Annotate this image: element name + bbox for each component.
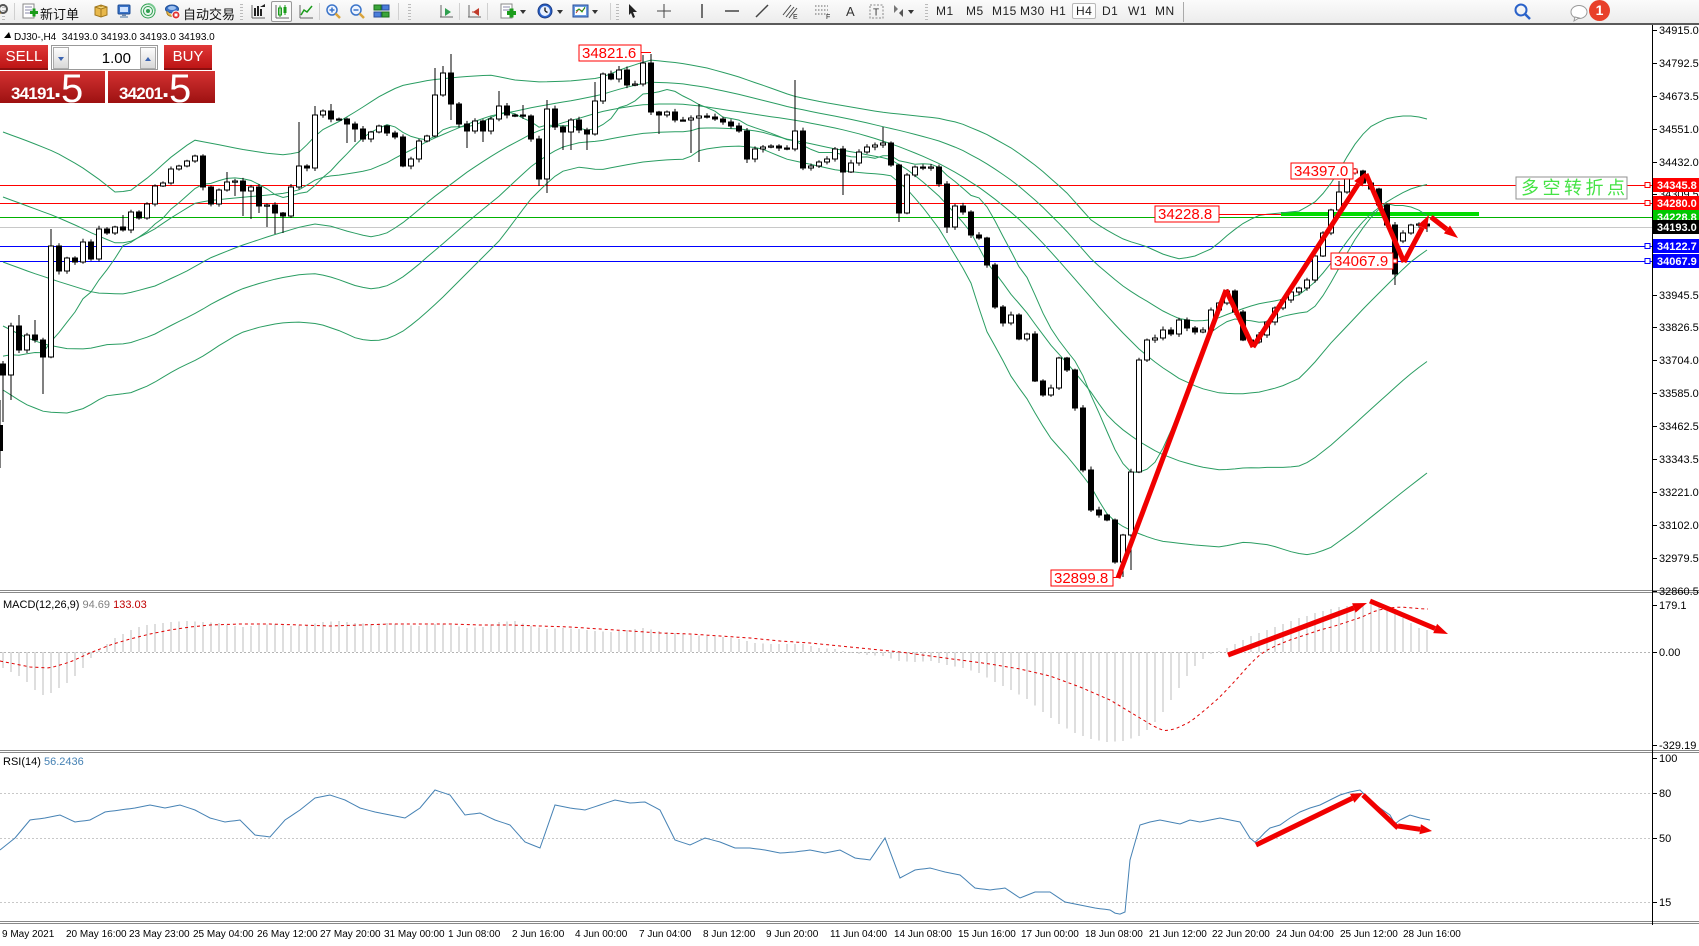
svg-text:34397.0: 34397.0 [1294, 163, 1348, 180]
svg-text:80: 80 [1659, 788, 1671, 800]
svg-text:11 Jun 04:00: 11 Jun 04:00 [830, 929, 888, 940]
svg-text:32860.5: 32860.5 [1659, 586, 1699, 598]
svg-text:100: 100 [1659, 753, 1677, 765]
svg-text:33704.0: 33704.0 [1659, 355, 1699, 367]
svg-text:34067.9: 34067.9 [1657, 256, 1697, 268]
svg-text:9 Jun 20:00: 9 Jun 20:00 [766, 929, 819, 940]
svg-text:34193.0: 34193.0 [1657, 222, 1697, 234]
svg-text:RSI(14) 56.2436: RSI(14) 56.2436 [3, 756, 84, 768]
svg-text:33221.0: 33221.0 [1659, 487, 1699, 499]
svg-text:25 Jun 12:00: 25 Jun 12:00 [1340, 929, 1398, 940]
svg-text:34280.0: 34280.0 [1657, 198, 1697, 210]
svg-text:21 Jun 12:00: 21 Jun 12:00 [1149, 929, 1207, 940]
svg-text:4 Jun 00:00: 4 Jun 00:00 [575, 929, 628, 940]
svg-text:15 Jun 16:00: 15 Jun 16:00 [958, 929, 1016, 940]
svg-text:24 Jun 04:00: 24 Jun 04:00 [1276, 929, 1334, 940]
svg-text:2 Jun 16:00: 2 Jun 16:00 [512, 929, 565, 940]
svg-text:25 May 04:00: 25 May 04:00 [193, 929, 254, 940]
svg-text:34345.8: 34345.8 [1657, 180, 1697, 192]
svg-text:33945.5: 33945.5 [1659, 290, 1699, 302]
svg-text:20 May 16:00: 20 May 16:00 [66, 929, 127, 940]
svg-text:32899.8: 32899.8 [1054, 570, 1108, 587]
svg-text:F: F [826, 14, 830, 20]
svg-text:31 May 00:00: 31 May 00:00 [384, 929, 445, 940]
svg-text:34821.6: 34821.6 [582, 45, 636, 62]
svg-text:34228.8: 34228.8 [1158, 206, 1212, 223]
svg-text:多空转折点: 多空转折点 [1521, 178, 1629, 198]
svg-text:179.1: 179.1 [1659, 600, 1687, 612]
svg-text:34067.9: 34067.9 [1334, 253, 1388, 270]
svg-text:33102.0: 33102.0 [1659, 520, 1699, 532]
svg-text:9 May 2021: 9 May 2021 [2, 929, 55, 940]
svg-text:DJ30-,H4 34193.0 34193.0 3419: DJ30-,H4 34193.0 34193.0 34193.0 34193.0 [14, 32, 215, 43]
svg-text:50: 50 [1659, 833, 1671, 845]
svg-text:E: E [793, 14, 798, 20]
svg-text:33343.5: 33343.5 [1659, 454, 1699, 466]
svg-text:34122.7: 34122.7 [1657, 241, 1697, 253]
svg-text:7 Jun 04:00: 7 Jun 04:00 [639, 929, 692, 940]
svg-text:0.00: 0.00 [1659, 647, 1680, 659]
svg-text:33462.5: 33462.5 [1659, 421, 1699, 433]
svg-text:1 Jun 08:00: 1 Jun 08:00 [448, 929, 501, 940]
svg-text:T: T [873, 8, 879, 19]
svg-text:34915.0: 34915.0 [1659, 25, 1699, 37]
svg-text:15: 15 [1659, 897, 1671, 909]
svg-text:34432.0: 34432.0 [1659, 157, 1699, 169]
svg-text:33585.0: 33585.0 [1659, 388, 1699, 400]
svg-text:27 May 20:00: 27 May 20:00 [320, 929, 381, 940]
svg-text:8 Jun 12:00: 8 Jun 12:00 [703, 929, 756, 940]
svg-text:18 Jun 08:00: 18 Jun 08:00 [1085, 929, 1143, 940]
svg-text:MACD(12,26,9) 94.69 133.03: MACD(12,26,9) 94.69 133.03 [3, 599, 147, 611]
svg-text:14 Jun 08:00: 14 Jun 08:00 [894, 929, 952, 940]
svg-text:34673.5: 34673.5 [1659, 91, 1699, 103]
svg-text:22 Jun 20:00: 22 Jun 20:00 [1212, 929, 1270, 940]
svg-text:17 Jun 00:00: 17 Jun 00:00 [1021, 929, 1079, 940]
svg-text:32979.5: 32979.5 [1659, 553, 1699, 565]
svg-text:-329.19: -329.19 [1659, 740, 1696, 752]
svg-text:28 Jun 16:00: 28 Jun 16:00 [1403, 929, 1461, 940]
svg-text:34551.0: 34551.0 [1659, 124, 1699, 136]
svg-text:23 May 23:00: 23 May 23:00 [129, 929, 190, 940]
svg-text:26 May 12:00: 26 May 12:00 [257, 929, 318, 940]
svg-text:34792.5: 34792.5 [1659, 58, 1699, 70]
svg-text:33826.5: 33826.5 [1659, 322, 1699, 334]
